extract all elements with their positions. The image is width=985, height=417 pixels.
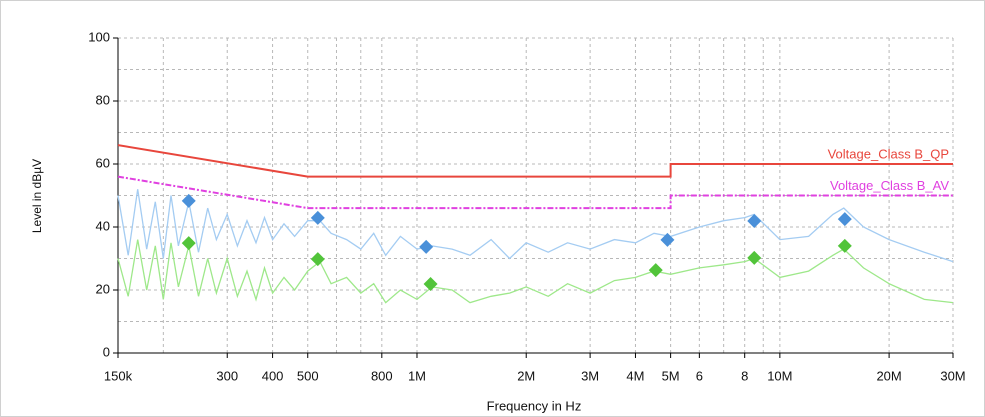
y-tick-label: 0 <box>103 344 110 359</box>
series-line <box>117 239 954 304</box>
series-line <box>117 189 954 263</box>
y-tick-label: 100 <box>88 29 110 44</box>
marker <box>648 263 663 278</box>
series-label: Voltage_Class B_QP <box>828 146 949 161</box>
x-tick-label: 8 <box>741 368 748 383</box>
x-tick-label: 400 <box>262 368 284 383</box>
marker <box>310 210 325 225</box>
series-line <box>117 144 953 178</box>
y-axis-label: Level in dBµV <box>30 159 44 233</box>
x-tick-label: 3M <box>581 368 599 383</box>
x-axis-label: Frequency in Hz <box>487 398 582 413</box>
x-tick-label: 300 <box>216 368 238 383</box>
y-tick-label: 20 <box>96 281 110 296</box>
marker <box>310 252 325 267</box>
marker <box>747 250 762 265</box>
x-tick-label: 30M <box>940 368 965 383</box>
marker <box>181 236 196 251</box>
x-tick-label: 2M <box>517 368 535 383</box>
x-tick-label: 5M <box>662 368 680 383</box>
marker <box>419 239 434 254</box>
marker <box>747 214 762 229</box>
series-label: Voltage_Class B_AV <box>830 178 949 193</box>
y-tick-label: 40 <box>96 218 110 233</box>
x-tick-label: 500 <box>297 368 319 383</box>
marker <box>423 277 438 292</box>
x-tick-label: 4M <box>626 368 644 383</box>
y-tick-label: 60 <box>96 155 110 170</box>
marker <box>181 193 196 208</box>
marker <box>660 232 675 247</box>
x-tick-label: 20M <box>876 368 901 383</box>
marker <box>837 238 852 253</box>
x-tick-label: 6 <box>696 368 703 383</box>
series-line <box>117 175 953 210</box>
y-tick-label: 80 <box>96 92 110 107</box>
x-tick-label: 150k <box>104 368 133 383</box>
x-tick-label: 10M <box>767 368 792 383</box>
marker <box>837 212 852 227</box>
x-tick-label: 800 <box>371 368 393 383</box>
x-tick-label: 1M <box>408 368 426 383</box>
